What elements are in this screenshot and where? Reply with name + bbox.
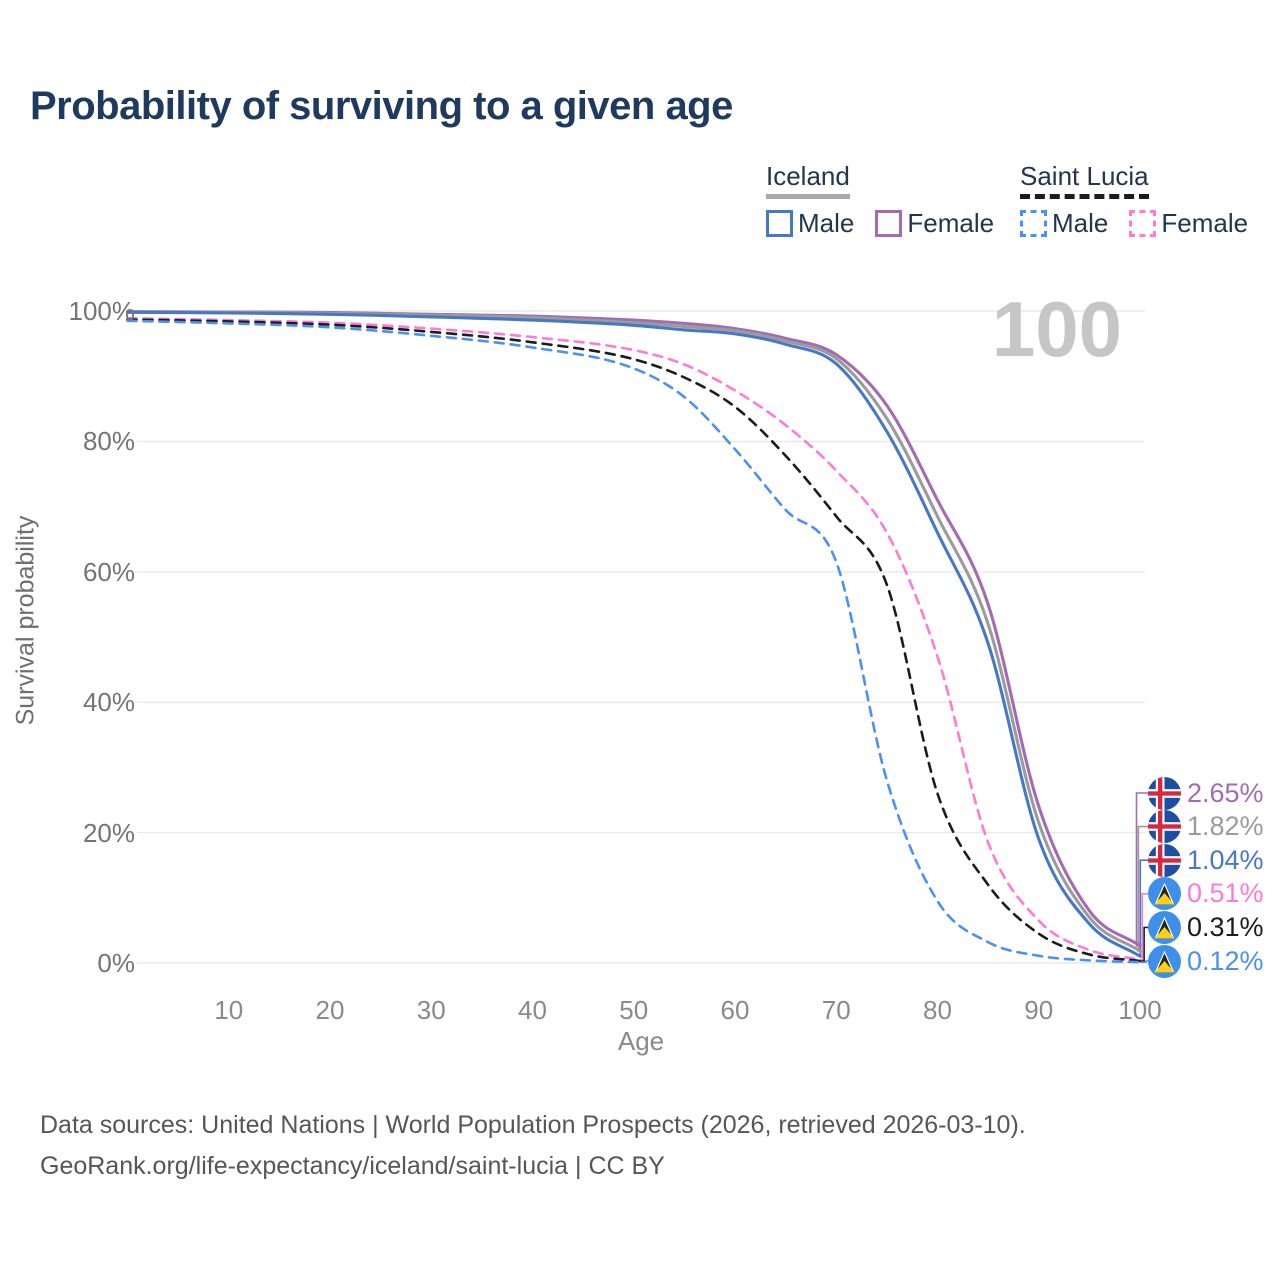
x-tick-label: 40 [518,995,547,1025]
x-tick-label: 90 [1024,995,1054,1025]
x-tick-label: 30 [416,995,446,1025]
x-tick-label: 60 [720,995,750,1025]
x-tick-label: 70 [821,995,851,1025]
legend-item-saint-lucia-male[interactable]: Male [1020,208,1108,239]
footer: Data sources: United Nations | World Pop… [40,1105,1026,1187]
curve-saint-lucia-female[interactable] [126,316,1142,961]
curve-iceland[interactable] [125,310,1142,953]
iceland-flag-icon [1148,810,1181,844]
end-label-iceland-male: 1.04% [1148,843,1264,877]
legend-country-saint-lucia[interactable]: Saint Lucia [1020,161,1149,199]
x-axis-title: Age [617,1026,665,1056]
x-tick-label: 20 [315,995,345,1025]
saint-lucia-flag-icon [1148,910,1181,944]
saint-lucia-flag-icon [1148,877,1181,911]
end-label-value: 1.04% [1187,844,1264,875]
x-tick-label: 100 [1118,995,1162,1025]
legend-country-iceland[interactable]: Iceland [766,161,850,199]
page-title: Probability of surviving to a given age [30,84,733,128]
legend-group-iceland: Iceland Male Female [766,161,994,239]
end-label-saint-lucia: 0.31% [1148,910,1264,944]
y-axis-title: Survival probability [11,515,40,726]
legend-row-saint-lucia: Male Female [1020,208,1248,239]
y-tick-label: 80% [82,426,135,457]
legend-item-label: Male [1052,207,1109,238]
y-tick-label: 0% [97,948,135,978]
y-tick-label: 60% [82,556,135,587]
saint-lucia-flag-icon [1148,944,1181,978]
iceland-flag-icon [1148,843,1181,877]
end-label-connector-saint-lucia [1140,926,1151,962]
end-label-saint-lucia-female: 0.51% [1148,877,1264,911]
curve-saint-lucia-male[interactable] [126,319,1142,964]
curve-iceland-male[interactable] [125,310,1142,958]
end-label-iceland-female: 2.65% [1148,776,1264,810]
iceland-male-swatch-icon [766,209,793,237]
end-label-value: 1.82% [1187,811,1264,842]
legend-item-label: Female [907,207,995,238]
legend-item-label: Female [1161,207,1249,238]
legend-item-label: Male [798,207,855,238]
curve-saint-lucia[interactable] [126,318,1142,963]
end-label-connector-saint-lucia-female [1140,893,1151,961]
y-tick-label: 100% [68,296,136,326]
x-tick-label: 10 [214,995,244,1025]
watermark-age-label: 100 [991,285,1122,373]
legend-item-iceland-female[interactable]: Female [875,208,994,239]
iceland-flag-icon [1148,776,1181,810]
iceland-female-swatch-icon [875,209,903,237]
legend-item-iceland-male[interactable]: Male [766,208,854,239]
end-label-iceland: 1.82% [1148,810,1264,844]
x-tick-label: 80 [923,995,952,1025]
end-label-value: 0.31% [1187,911,1264,942]
saint-lucia-male-swatch-icon [1020,209,1047,237]
saint-lucia-female-swatch-icon [1129,209,1157,237]
legend-item-saint-lucia-female[interactable]: Female [1129,208,1248,239]
end-label-value: 0.12% [1187,945,1264,976]
legend-row-iceland: Male Female [766,208,994,239]
x-tick-label: 50 [619,995,649,1025]
end-label-saint-lucia-male: 0.12% [1148,944,1264,978]
y-tick-label: 40% [82,687,135,718]
footer-line-1: Data sources: United Nations | World Pop… [40,1111,1026,1139]
y-tick-label: 20% [82,817,135,848]
end-label-value: 0.51% [1187,878,1264,909]
end-label-value: 2.65% [1187,777,1264,808]
legend-group-saint-lucia: Saint Lucia Male Female [1020,161,1248,239]
footer-line-2: GeoRank.org/life-expectancy/iceland/sain… [40,1152,665,1180]
